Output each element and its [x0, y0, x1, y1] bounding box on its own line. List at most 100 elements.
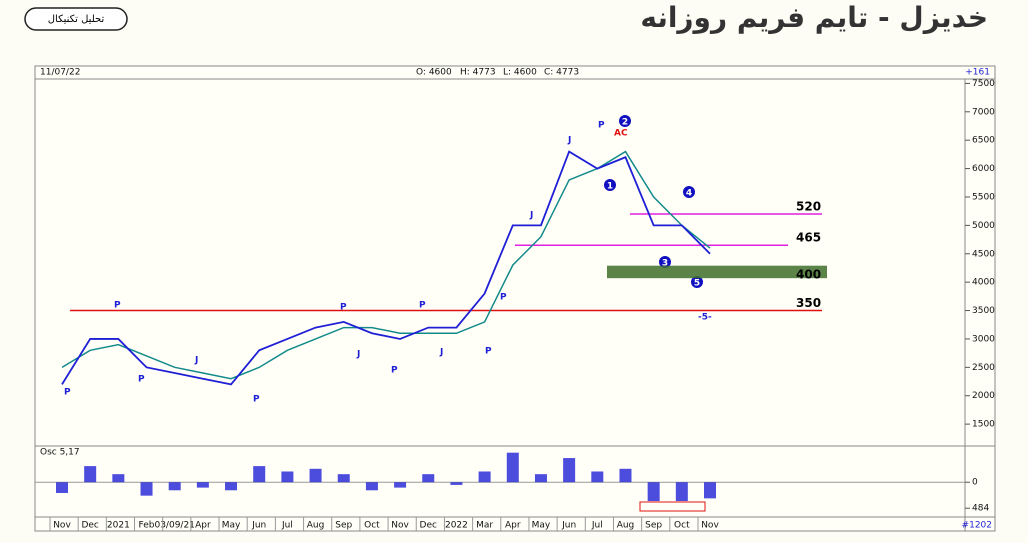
- osc-tick-label: 484: [972, 504, 989, 514]
- level-label: 520: [796, 200, 821, 214]
- x-tick-label: Dec: [420, 521, 437, 531]
- osc-bar: [140, 482, 153, 496]
- wave-label: P: [500, 293, 507, 303]
- x-tick-label: 03/09/21: [154, 521, 194, 531]
- osc-bar: [253, 466, 266, 483]
- y-tick-label: 3000: [972, 334, 995, 344]
- support-zone: [607, 265, 827, 279]
- osc-bar: [619, 468, 632, 483]
- wave-label: P: [340, 303, 347, 313]
- osc-bar: [225, 482, 238, 491]
- change-label: +161: [965, 68, 990, 78]
- osc-tick-label: 0: [972, 478, 978, 488]
- y-tick-label: 1500: [972, 420, 995, 430]
- x-tick-label: May: [532, 521, 551, 531]
- osc-bar: [534, 474, 547, 483]
- osc-bar: [675, 482, 688, 502]
- osc-bar: [422, 474, 435, 483]
- x-tick-label: Oct: [674, 521, 690, 531]
- x-tick-label: Nov: [391, 521, 409, 531]
- y-tick-label: 2000: [972, 391, 995, 401]
- x-tick-label: Jun: [251, 521, 266, 531]
- wave-marker: [683, 186, 695, 198]
- level-label: 465: [796, 231, 821, 245]
- y-tick-label: 6000: [972, 164, 995, 174]
- x-tick-label: Mar: [476, 521, 493, 531]
- button-label[interactable]: تحلیل تکنیکال: [48, 14, 105, 25]
- wave-label: J: [439, 348, 443, 358]
- page-title: خدیزل - تایم فریم روزانه: [640, 1, 988, 34]
- x-tick-label: Jul: [281, 521, 293, 531]
- date-label: 11/07/22: [40, 68, 80, 78]
- y-tick-label: 3500: [972, 306, 995, 316]
- osc-bar: [337, 474, 350, 483]
- x-tick-label: Nov: [53, 521, 71, 531]
- wave-marker: [691, 276, 703, 288]
- y-tick-label: 7500: [972, 79, 995, 89]
- wave-label: 5: [694, 279, 700, 289]
- x-tick-label: Jun: [561, 521, 576, 531]
- x-tick-label: 2022: [445, 521, 468, 531]
- osc-bar: [563, 458, 576, 483]
- x-tick-label: Oct: [364, 521, 380, 531]
- wave-marker: [604, 179, 616, 191]
- wave-label: P: [485, 347, 492, 357]
- wave-label: P: [138, 375, 145, 385]
- osc-bar: [591, 471, 604, 483]
- y-tick-label: 5500: [972, 192, 995, 202]
- highlight-box: [639, 501, 706, 512]
- osc-title: Osc 5,17: [40, 448, 80, 458]
- wave-label: P: [253, 395, 260, 405]
- y-tick-label: 4500: [972, 249, 995, 259]
- wave-label: 2: [622, 118, 628, 128]
- wave-label: J: [194, 356, 198, 366]
- x-tick-label: 2021: [107, 521, 130, 531]
- x-tick-label: Dec: [81, 521, 98, 531]
- osc-bar: [196, 482, 209, 488]
- wave-label: 4: [686, 189, 692, 199]
- osc-bar: [506, 452, 519, 483]
- ohlc-high: H: 4773: [460, 68, 496, 78]
- y-tick-label: 4000: [972, 278, 995, 288]
- level-label: 350: [796, 296, 821, 310]
- wave-label: P: [391, 366, 398, 376]
- osc-bar: [112, 474, 125, 483]
- wave-label: P: [114, 301, 121, 311]
- wave-label: J: [529, 211, 533, 221]
- osc-bar: [281, 471, 294, 483]
- x-tick-label: May: [222, 521, 241, 531]
- wave-marker: [659, 256, 671, 268]
- ohlc-open: O: 4600: [416, 68, 452, 78]
- x-tick-label: Sep: [645, 521, 662, 531]
- x-tick-label: Apr: [195, 521, 211, 531]
- osc-bar: [478, 471, 491, 483]
- osc-bar: [84, 466, 97, 483]
- wave-label: 1: [607, 182, 613, 192]
- x-tick-label: Sep: [335, 521, 352, 531]
- price-line: [61, 150, 711, 386]
- osc-bar: [309, 468, 322, 483]
- wave-label: AC: [614, 129, 628, 139]
- y-tick-label: 6500: [972, 136, 995, 146]
- x-tick-label: Aug: [617, 521, 635, 531]
- wave-label: P: [419, 301, 426, 311]
- osc-bar: [450, 482, 463, 485]
- osc-bar: [168, 482, 181, 491]
- osc-bar: [56, 482, 68, 493]
- wave-marker: [619, 115, 631, 127]
- bar-count: #1202: [962, 521, 992, 531]
- wave-label: P: [598, 121, 605, 131]
- y-tick-label: 5000: [972, 221, 995, 231]
- osc-bar: [394, 482, 407, 488]
- x-tick-label: Jul: [591, 521, 603, 531]
- y-tick-label: 7000: [972, 107, 995, 117]
- x-tick-label: Feb: [139, 521, 155, 531]
- osc-bar: [365, 482, 378, 491]
- wave-label: 3: [662, 259, 668, 269]
- analysis-button[interactable]: [24, 7, 128, 31]
- level-label: 400: [796, 268, 821, 282]
- x-tick-label: Nov: [701, 521, 719, 531]
- y-tick-label: 2500: [972, 363, 995, 373]
- ohlc-low: L: 4600: [503, 68, 537, 78]
